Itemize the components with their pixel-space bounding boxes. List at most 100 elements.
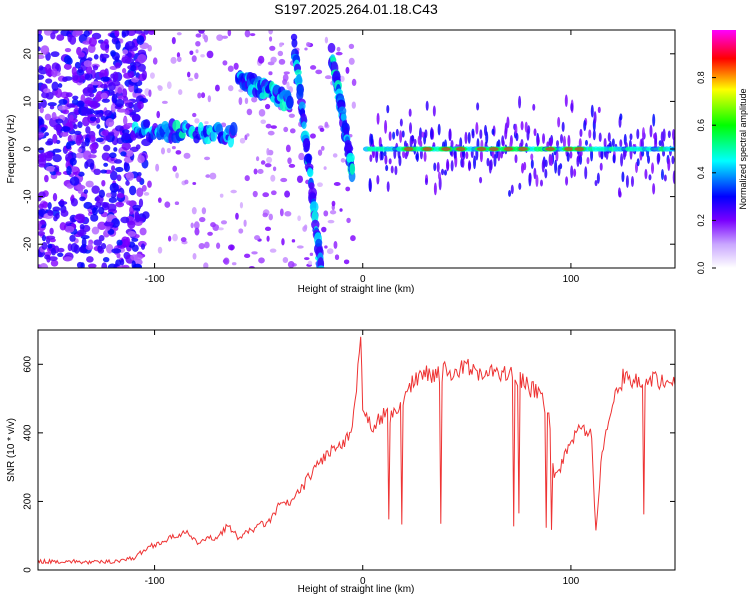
spectrogram-cell <box>188 77 194 82</box>
spectrogram-cell <box>223 257 230 265</box>
spectrogram-cell <box>92 207 98 216</box>
spectrogram-cell <box>238 228 244 234</box>
spectrogram-cell <box>324 75 332 80</box>
spectrogram-cell <box>475 121 479 135</box>
spectrogram-cell <box>57 105 67 111</box>
spectrogram-cell <box>296 175 304 184</box>
spectrogram-cell <box>423 151 427 162</box>
spectrogram-cell <box>110 50 116 56</box>
spectrogram-cell <box>55 171 62 176</box>
spectrogram-cell <box>44 154 53 162</box>
spectrogram-cell <box>123 72 133 79</box>
spectrogram-cell <box>193 221 200 230</box>
spectrogram-cell <box>644 168 648 180</box>
spectrogram-cell <box>38 33 43 43</box>
spectrogram-cell <box>143 192 150 196</box>
spectrogram-cell <box>544 159 548 168</box>
spectrogram-cell <box>321 226 327 233</box>
spectrogram-cell <box>479 149 483 163</box>
spectrogram-cell <box>147 44 152 52</box>
spectrogram-cell <box>565 176 569 186</box>
spectrogram-cell <box>323 210 329 217</box>
figure-title: S197.2025.264.01.18.C43 <box>274 1 438 17</box>
spectrogram-cell <box>310 65 317 70</box>
spectrogram-cell <box>298 152 305 161</box>
spectrogram-cell <box>228 85 234 92</box>
spectrogram-cell <box>258 109 266 117</box>
spectrogram-cell <box>115 259 122 267</box>
spectrogram-cell <box>203 262 209 268</box>
spectrogram-cell <box>672 128 675 141</box>
spectrogram-cell <box>111 248 122 254</box>
spectrogram-cell <box>103 221 114 227</box>
spectrogram-cell <box>92 64 99 71</box>
spectrogram-cell <box>79 223 85 230</box>
spectrogram-cell <box>278 58 286 65</box>
spectrogram-cell <box>351 78 357 87</box>
spectrogram-cell <box>433 182 437 196</box>
spectrogram-cell <box>116 239 123 246</box>
spectrogram-cell <box>636 128 640 140</box>
spectrogram-cell <box>77 184 84 194</box>
spectrogram-cell <box>66 165 72 176</box>
spectrogram-cell <box>350 235 356 242</box>
spectrogram-cell <box>123 161 128 171</box>
spectrogram-cell <box>253 168 258 175</box>
snr-xtick-label: 100 <box>563 576 580 587</box>
spectrogram-cell <box>399 118 403 127</box>
spectrogram-cell <box>45 91 54 100</box>
spectrogram-cell <box>38 102 42 110</box>
spectrogram-cell <box>544 168 548 179</box>
spectrogram-cell <box>69 176 80 186</box>
spectrogram-cell <box>560 133 564 144</box>
spectrogram-cell <box>47 243 53 249</box>
spectrogram-cell <box>266 147 270 156</box>
spectrogram-cell <box>62 108 70 115</box>
spectrogram-cell <box>479 129 483 140</box>
spectrogram-cell <box>103 144 111 152</box>
spectrogram-cell <box>317 182 323 188</box>
spectrogram-cell <box>38 191 46 199</box>
spectrogram-cell <box>137 63 146 72</box>
spectrogram-cell <box>191 55 197 63</box>
spectrogram-cell <box>592 129 596 141</box>
spectrogram-cell <box>528 172 532 183</box>
spectrogram-cell <box>317 149 323 156</box>
spectrogram-cell <box>283 71 290 75</box>
spectrogram-cell <box>576 155 580 167</box>
spectrogram-cell <box>99 201 110 207</box>
spectrogram-cell <box>207 231 213 236</box>
spectrogram-cell <box>229 122 238 136</box>
spectrogram-cell <box>282 78 288 86</box>
spectrogram-cell <box>93 168 101 176</box>
spectrogram-cell <box>111 165 116 172</box>
spectrogram-cell <box>557 116 561 128</box>
spectrogram-cell <box>672 170 675 184</box>
spectrogram-cell <box>437 171 441 181</box>
spectrogram-cell <box>309 133 316 139</box>
spectrogram-cell <box>520 139 524 147</box>
spectrogram-cell <box>52 148 62 153</box>
spectrogram-cell <box>246 108 253 116</box>
spectrogram-cell <box>57 200 68 205</box>
spectrogram-cell <box>93 239 102 246</box>
spectrogram-cell <box>411 135 415 142</box>
spectrogram-cell <box>102 129 110 137</box>
spectrogram-cell <box>335 51 343 56</box>
spectrogram-cell <box>116 192 125 199</box>
spectrogram-cell <box>579 154 583 165</box>
spectrogram-cell <box>394 165 398 176</box>
spectrogram-cell <box>60 30 70 37</box>
spectrogram-cell <box>251 96 258 103</box>
spectrogram-cell <box>268 30 273 35</box>
spectrogram-cell <box>289 128 296 134</box>
spectrogram-cell <box>111 80 121 87</box>
spectrogram-cell <box>625 175 629 188</box>
spectrogram-cell <box>105 192 112 198</box>
spectrogram-cell <box>288 163 296 168</box>
spectrogram-cell <box>107 263 117 268</box>
spectrogram-cell <box>349 163 356 175</box>
spectrogram-cell <box>93 54 99 60</box>
